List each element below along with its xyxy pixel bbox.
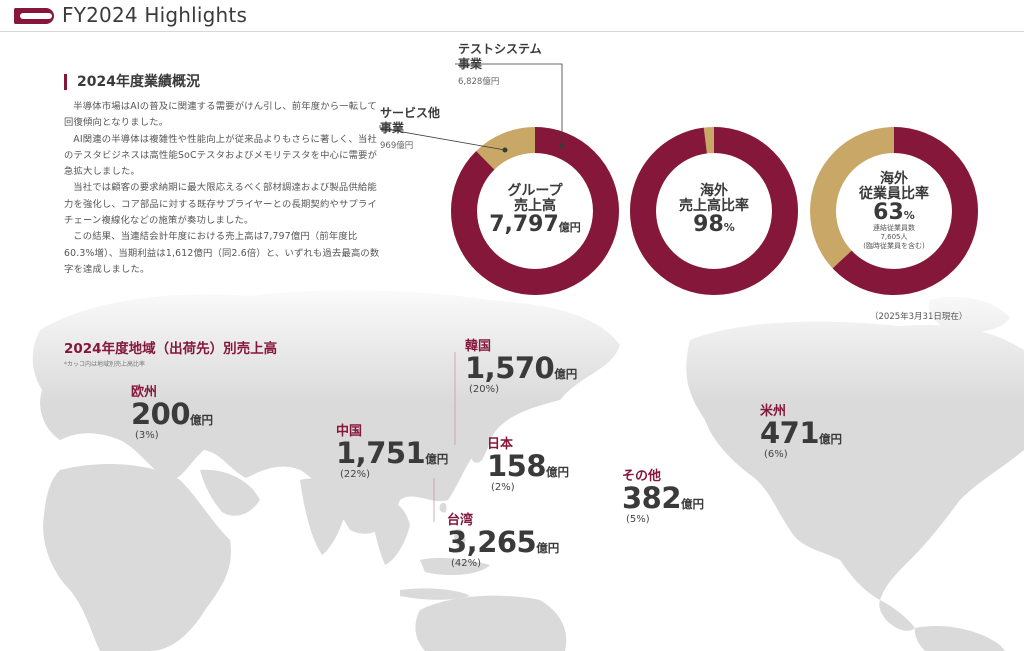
segment-value: 6,828億円 — [458, 77, 500, 87]
region-value: 200 — [131, 397, 191, 431]
region-china: 中国 1,751億円 (22%) — [336, 425, 448, 480]
region-percent: (22%) — [340, 469, 371, 480]
region-value: 471 — [760, 416, 820, 450]
region-value: 1,751 — [336, 436, 426, 470]
overseas-employees-donut — [810, 127, 978, 295]
group-sales-label: グループ 売上高 7,797億円 — [470, 183, 600, 238]
donut-line1: 海外 — [700, 183, 728, 199]
overview-paragraph: 当社では顧客の要求納期に最大限応えるべく部材調達および製品供給能力を強化し、コア… — [64, 182, 378, 227]
region-name: 中国 — [336, 424, 363, 439]
overseas-sales-donut — [630, 127, 798, 295]
region-japan: 日本 158億円 (2%) — [487, 438, 569, 493]
page-header: FY2024 Highlights — [0, 0, 1024, 34]
donut-unit: 億円 — [558, 221, 581, 235]
region-value: 3,265 — [447, 525, 537, 559]
employee-note: 連結従業員数 — [873, 224, 915, 233]
region-americas: 米州 471億円 (6%) — [760, 405, 842, 460]
region-name: 台湾 — [447, 513, 474, 528]
overseas-employees-label: 海外 従業員比率 63% 連結従業員数 7,605人 (臨時従業員を含む) — [829, 172, 959, 251]
region-other: その他 382億円 (5%) — [622, 470, 704, 525]
region-value: 158 — [487, 449, 547, 483]
donut-line1: 海外 — [880, 171, 908, 187]
donut-arc — [810, 127, 978, 295]
donut-value: 7,797 — [489, 212, 559, 238]
donut-line2: 売上高 — [514, 197, 556, 214]
overview-heading: 2024年度業績概況 — [64, 74, 382, 90]
donut-line2: 売上高比率 — [679, 197, 749, 214]
employee-note-temp: (臨時従業員を含む) — [863, 241, 925, 250]
as-of-date: （2025年3月31日現在） — [870, 312, 968, 322]
region-percent: (3%) — [135, 430, 159, 441]
region-value: 382 — [622, 481, 682, 515]
segment-value: 969億円 — [380, 141, 414, 151]
region-name: 欧州 — [131, 385, 158, 400]
segment-name: テストシステム — [458, 42, 542, 56]
region-unit: 億円 — [546, 465, 570, 479]
region-unit: 億円 — [819, 432, 843, 446]
donut-line2: 従業員比率 — [859, 185, 929, 202]
employee-count: 7,605人 — [880, 233, 908, 242]
region-name: 日本 — [487, 437, 514, 452]
region-percent: (42%) — [451, 558, 482, 569]
region-unit: 億円 — [190, 413, 214, 427]
overseas-sales-label: 海外 売上高比率 98% — [649, 183, 779, 238]
region-name: その他 — [622, 469, 662, 484]
region-taiwan: 台湾 3,265億円 (42%) — [447, 514, 559, 569]
header-accent-notch — [20, 13, 52, 19]
donut-value: 98 — [693, 212, 724, 238]
performance-overview: 2024年度業績概況 半導体市場はAIの普及に関連する需要がけん引し、前年度から… — [64, 74, 382, 278]
regional-sales-title: 2024年度地域（出荷先）別売上高 — [64, 341, 278, 357]
region-percent: (20%) — [469, 384, 500, 395]
regional-sales-note: *カッコ内は地域別売上高比率 — [64, 361, 146, 368]
test-system-segment-label: テストシステム 事業 6,828億円 — [458, 42, 542, 87]
region-unit: 億円 — [536, 541, 560, 555]
region-percent: (2%) — [491, 482, 515, 493]
donut-unit: % — [723, 221, 735, 235]
region-europe: 欧州 200億円 (3%) — [131, 386, 213, 441]
donut-value: 63 — [873, 200, 904, 226]
overview-paragraph: 半導体市場はAIの普及に関連する需要がけん引し、前年度から一転して回復傾向となり… — [64, 101, 377, 129]
region-name: 米州 — [760, 404, 787, 419]
region-unit: 億円 — [554, 367, 578, 381]
service-segment-label: サービス他 事業 969億円 — [380, 106, 440, 151]
segment-name: サービス他 — [380, 106, 441, 120]
region-value: 1,570 — [465, 351, 555, 385]
region-percent: (6%) — [764, 449, 788, 460]
donut-line1: グループ — [507, 183, 563, 199]
header-divider — [0, 31, 1024, 32]
region-name: 韓国 — [465, 339, 492, 354]
region-unit: 億円 — [681, 497, 705, 511]
overview-paragraph: AI関連の半導体は複雑性や性能向上が従来品よりもさらに著しく、当社のテスタビジネ… — [64, 133, 378, 178]
segment-name: 事業 — [380, 121, 405, 135]
region-percent: (5%) — [626, 514, 650, 525]
segment-name: 事業 — [458, 57, 483, 71]
donut-arc — [630, 127, 798, 295]
donut-unit: % — [903, 209, 915, 223]
page-title: FY2024 Highlights — [62, 3, 248, 27]
region-unit: 億円 — [425, 452, 449, 466]
region-korea: 韓国 1,570億円 (20%) — [465, 340, 577, 395]
overview-paragraph: この結果、当連結会計年度における売上高は7,797億円（前年度比60.3%増）、… — [64, 231, 380, 275]
